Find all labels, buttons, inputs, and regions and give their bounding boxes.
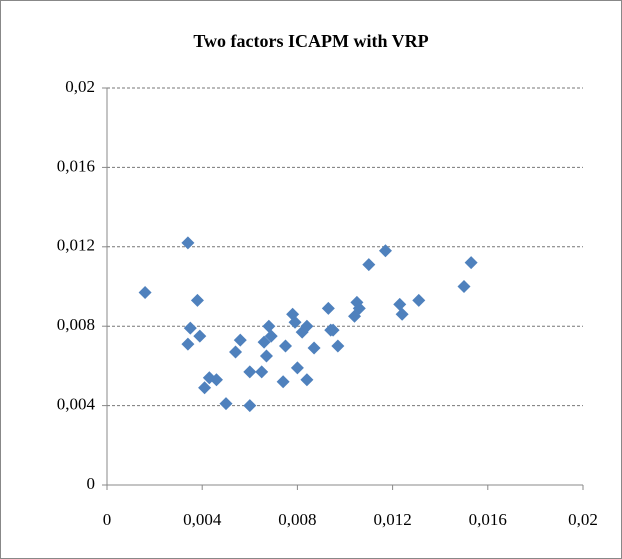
point	[307, 341, 321, 355]
point	[257, 335, 271, 349]
point	[259, 349, 273, 363]
point	[243, 365, 257, 379]
point	[219, 397, 233, 411]
point	[290, 361, 304, 375]
point	[193, 329, 207, 343]
point	[183, 321, 197, 335]
point	[229, 345, 243, 359]
point	[300, 373, 314, 387]
point	[181, 337, 195, 351]
y-tick-label: 0,008	[57, 315, 95, 334]
x-tick-label: 0	[103, 510, 112, 529]
point	[209, 373, 223, 387]
y-tick-label: 0,004	[57, 395, 96, 414]
point	[255, 365, 269, 379]
point	[276, 375, 290, 389]
x-tick-label: 0,008	[278, 510, 316, 529]
point	[393, 297, 407, 311]
point	[321, 301, 335, 315]
point	[352, 301, 366, 315]
point	[198, 381, 212, 395]
x-tick-label: 0,004	[183, 510, 222, 529]
point	[264, 329, 278, 343]
point	[288, 315, 302, 329]
point	[279, 339, 292, 353]
point	[378, 244, 392, 258]
point	[233, 333, 247, 347]
y-tick-label: 0,016	[57, 156, 95, 175]
point	[181, 236, 195, 250]
point	[464, 256, 478, 270]
point	[331, 339, 345, 353]
point	[262, 319, 276, 333]
y-tick-label: 0,012	[57, 236, 95, 255]
point	[190, 293, 204, 307]
point	[362, 258, 376, 272]
point	[326, 323, 340, 337]
y-tick-label: 0,02	[65, 77, 95, 96]
point	[138, 285, 152, 299]
x-tick-label: 0,016	[469, 510, 507, 529]
point	[412, 293, 426, 307]
point	[457, 280, 471, 293]
point	[243, 399, 257, 413]
x-tick-label: 0,012	[373, 510, 411, 529]
point	[300, 319, 314, 333]
y-tick-label: 0	[87, 474, 96, 493]
chart-title: Two factors ICAPM with VRP	[193, 31, 428, 51]
x-tick-label: 0,02	[568, 510, 598, 529]
point	[395, 307, 409, 321]
